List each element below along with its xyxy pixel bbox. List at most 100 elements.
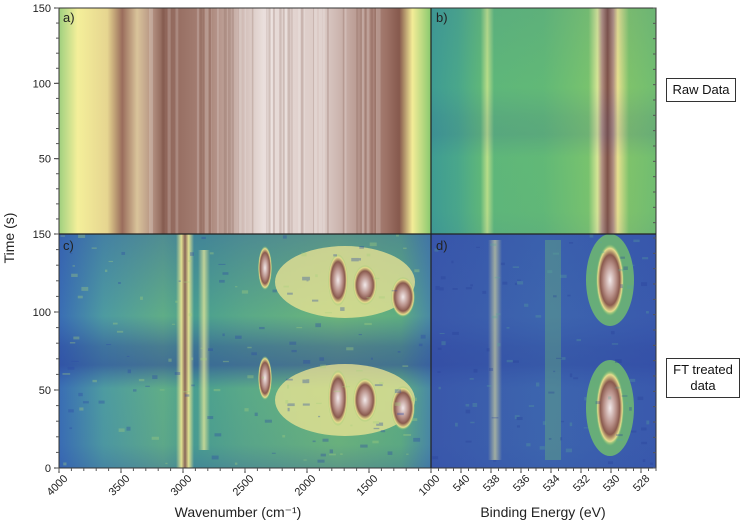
texture-speckle (69, 342, 76, 344)
texture-speckle (411, 418, 418, 421)
texture-speckle (72, 265, 76, 267)
texture-speckle (98, 400, 105, 404)
texture-speckle (627, 285, 633, 289)
panel-d (431, 234, 656, 468)
texture-speckle (420, 334, 426, 339)
texture-speckle (567, 294, 571, 297)
texture-speckle (159, 389, 165, 391)
texture-speckle (175, 300, 178, 303)
texture-speckle (438, 386, 441, 390)
texture-speckle (329, 453, 336, 456)
texture-streak (370, 8, 373, 234)
texture-speckle (455, 422, 458, 427)
texture-streak (375, 8, 378, 234)
texture-speckle (373, 427, 380, 430)
texture-speckle (646, 420, 650, 425)
texture-speckle (402, 365, 409, 367)
texture-speckle (556, 357, 562, 360)
raw-data-label: Raw Data (672, 82, 730, 97)
texture-streak (298, 8, 301, 234)
texture-speckle (630, 264, 635, 266)
texture-streak (266, 8, 268, 234)
texture-speckle (315, 274, 318, 278)
texture-speckle (394, 389, 402, 394)
texture-streak (206, 8, 209, 234)
texture-speckle (340, 307, 345, 311)
x-tick-label-binding-energy: 534 (541, 473, 562, 494)
texture-streak (378, 8, 381, 234)
texture-speckle (303, 459, 307, 461)
texture-speckle (333, 390, 341, 393)
texture-speckle (432, 456, 439, 460)
texture-speckle (542, 421, 546, 425)
texture-speckle (535, 382, 540, 387)
texture-speckle (372, 421, 377, 424)
texture-speckle (366, 297, 371, 299)
texture-speckle (364, 322, 372, 326)
texture-speckle (174, 372, 181, 375)
texture-speckle (548, 391, 555, 394)
texture-speckle (200, 347, 204, 349)
texture-speckle (360, 444, 368, 448)
texture-streak (320, 8, 323, 234)
texture-speckle (491, 315, 498, 319)
texture-streak (238, 8, 241, 234)
texture-speckle (69, 252, 73, 254)
texture-speckle (316, 402, 322, 405)
texture-speckle (108, 260, 113, 263)
texture-speckle (138, 378, 145, 382)
texture-speckle (165, 462, 168, 465)
x-tick-label-binding-energy: 540 (451, 473, 472, 494)
panel-b-label: b) (436, 10, 448, 25)
texture-speckle (486, 385, 492, 387)
panel-c (59, 234, 431, 468)
texture-speckle (625, 401, 628, 405)
texture-speckle (561, 357, 566, 360)
texture-speckle (207, 416, 214, 420)
texture-speckle (630, 430, 637, 433)
texture-speckle (641, 441, 648, 445)
texture-speckle (82, 401, 89, 404)
texture-streak (360, 8, 364, 234)
texture-streak (251, 8, 254, 234)
texture-speckle (621, 395, 628, 397)
texture-speckle (411, 397, 417, 402)
texture-speckle (301, 252, 307, 257)
texture-speckle (396, 234, 399, 237)
texture-streak (149, 8, 152, 234)
texture-speckle (375, 421, 380, 424)
texture-speckle (512, 266, 520, 269)
texture-streak (272, 8, 274, 234)
texture-speckle (112, 322, 118, 325)
texture-speckle (440, 276, 446, 280)
texture-speckle (378, 296, 385, 299)
raw-data-label-box: Raw Data (666, 78, 736, 102)
panel-a-label: a) (63, 10, 75, 25)
ft-treated-label-line2: data (690, 378, 716, 393)
texture-speckle (68, 409, 74, 413)
texture-speckle (616, 438, 623, 441)
texture-speckle (369, 242, 377, 247)
y-tick-label-top: 100 (33, 78, 51, 90)
texture-speckle (318, 415, 321, 418)
texture-speckle (506, 327, 510, 329)
texture-streak (323, 8, 325, 234)
texture-speckle (73, 336, 80, 340)
texture-speckle (287, 292, 293, 295)
texture-speckle (351, 257, 359, 262)
texture-speckle (282, 235, 287, 239)
texture-speckle (642, 257, 649, 260)
texture-streak (163, 8, 165, 234)
texture-streak (228, 8, 231, 234)
texture-speckle (356, 370, 363, 372)
texture-speckle (184, 394, 190, 397)
texture-speckle (145, 385, 150, 387)
texture-speckle (214, 433, 222, 437)
texture-speckle (649, 462, 653, 465)
texture-speckle (312, 299, 319, 302)
texture-streak (244, 8, 247, 234)
texture-speckle (151, 436, 159, 440)
texture-speckle (67, 366, 75, 370)
texture-speckle (486, 348, 490, 352)
x-tick-label-wavenumber: 2000 (293, 473, 319, 499)
